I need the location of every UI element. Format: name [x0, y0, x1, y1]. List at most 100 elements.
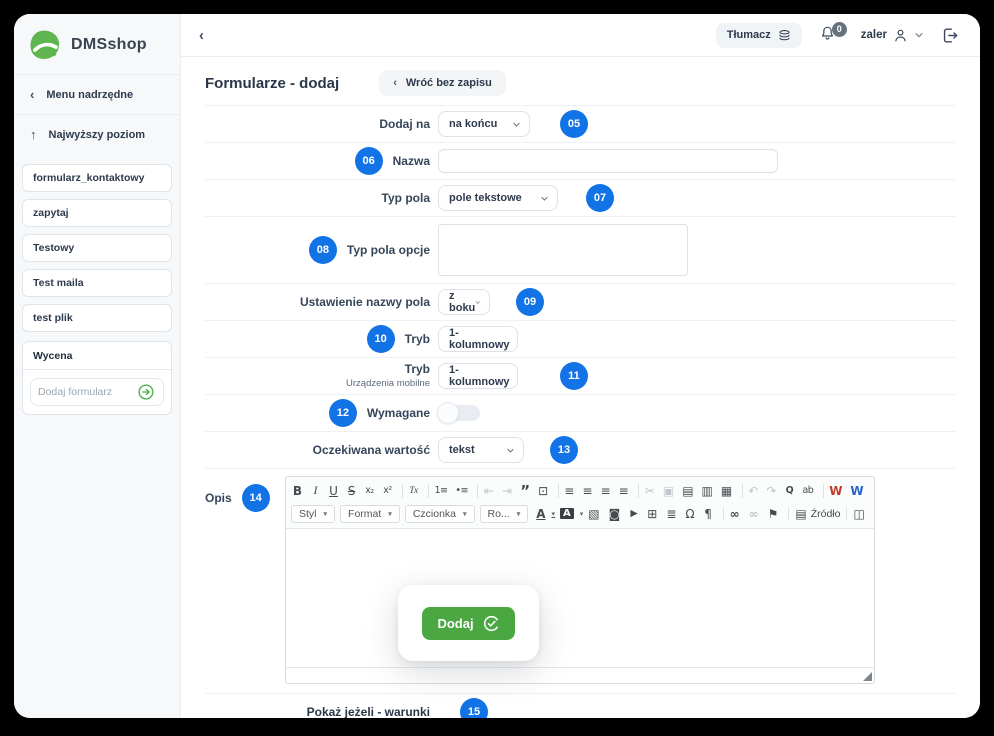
row-dodaj-na: Dodaj na na końcu 05 — [205, 106, 956, 143]
numbered-list-icon[interactable]: 1≡ — [434, 485, 448, 496]
italic-icon[interactable]: I — [313, 483, 318, 497]
add-form-input[interactable] — [38, 386, 134, 398]
oczekiwana-wartosc-select[interactable]: tekst — [438, 437, 524, 463]
superscript-icon[interactable]: x² — [383, 485, 392, 496]
bg-color-icon[interactable]: A — [558, 505, 585, 523]
paste-text-icon[interactable]: ▥ — [701, 483, 713, 498]
toolbar-separator — [402, 483, 403, 498]
tryb-select[interactable]: 1-kolumnowy — [438, 326, 518, 352]
paste-icon[interactable]: ▤ — [682, 483, 694, 498]
resize-handle[interactable] — [863, 672, 872, 681]
step-badge-12: 12 — [328, 399, 357, 427]
step-badge-14: 14 — [241, 484, 270, 512]
sidebar-item-parent-menu[interactable]: ‹ Menu nadrzędne — [14, 75, 180, 114]
sidebar-form-item[interactable]: test plik — [22, 304, 172, 332]
step-badge-13: 13 — [550, 436, 578, 464]
bulleted-list-icon[interactable]: •≡ — [455, 485, 468, 496]
app-window: DMSshop ‹ Menu nadrzędne ↑ Najwyższy poz… — [14, 14, 980, 718]
paste-word-icon[interactable]: ▦ — [720, 483, 733, 498]
anchor-icon[interactable]: ⚑ — [767, 506, 779, 521]
back-icon[interactable]: ‹ — [199, 26, 204, 44]
indent-icon: ⇥ — [502, 483, 513, 498]
typ-pola-select[interactable]: pole tekstowe — [438, 185, 558, 211]
dodaj-na-select[interactable]: na końcu — [438, 111, 530, 137]
search-icon[interactable]: Q — [785, 485, 794, 496]
redo-icon: ↷ — [766, 483, 777, 498]
style-dropdown[interactable]: Styl ▾ — [291, 504, 336, 523]
editor-content-area[interactable] — [286, 529, 874, 667]
step-badge-07: 07 — [586, 184, 614, 212]
submit-arrow-icon[interactable] — [138, 384, 154, 400]
sidebar-form-item[interactable]: Test maila — [22, 269, 172, 297]
form-group-wycena: Wycena — [22, 341, 172, 415]
w-red-icon[interactable]: W — [829, 483, 843, 498]
underline-icon[interactable]: U — [329, 483, 338, 498]
notifications-button[interactable]: 0 — [819, 21, 847, 47]
user-icon — [895, 29, 906, 41]
sidebar-form-item[interactable]: zapytaj — [22, 199, 172, 227]
special-char-icon[interactable]: Ω — [685, 506, 695, 521]
align-center-icon[interactable]: ≡ — [582, 483, 593, 498]
subscript-icon[interactable]: x₂ — [365, 485, 374, 496]
page-header: Formularze - dodaj ‹ Wróć bez zapisu — [181, 57, 980, 105]
field-label: Typ pola — [381, 191, 430, 205]
popup-submit-button[interactable]: Dodaj — [422, 606, 515, 640]
cut-icon: ✂ — [644, 483, 655, 498]
logout-icon[interactable] — [941, 26, 960, 45]
translator-button[interactable]: Tłumacz — [715, 22, 802, 48]
w-blue-icon[interactable]: W — [850, 483, 864, 498]
select-value: tekst — [449, 444, 475, 456]
align-left-icon[interactable]: ≡ — [564, 483, 575, 498]
page-break-icon[interactable]: ¶ — [704, 506, 712, 521]
form-group-title[interactable]: Wycena — [23, 342, 171, 370]
ustawienie-nazwy-pola-select[interactable]: z boku — [438, 289, 490, 315]
main-area: ‹ Tłumacz 0 zaler — [181, 14, 980, 718]
blockquote-icon[interactable]: ” — [520, 481, 531, 500]
field-sublabel: Urządzenia mobilne — [346, 377, 430, 389]
flash-icon[interactable]: ◙ — [608, 506, 621, 521]
source-button[interactable]: ▤ Źródło — [795, 506, 841, 521]
replace-icon[interactable]: ab — [802, 485, 814, 496]
unlink-icon: ∞ — [748, 506, 759, 521]
row-opis: Opis 14 B I U — [205, 469, 956, 694]
user-menu[interactable]: zaler — [861, 27, 924, 44]
remove-format-icon[interactable]: Tx — [409, 485, 418, 496]
image-icon[interactable]: ▧ — [588, 506, 600, 521]
toolbar-separator — [638, 483, 640, 498]
horizontal-rule-icon[interactable]: ≣ — [666, 506, 677, 521]
toolbar-separator — [788, 506, 790, 521]
sidebar-form-item[interactable]: Testowy — [22, 234, 172, 262]
editor-toolbar: B I U S x₂ x² — [286, 477, 874, 529]
nazwa-input[interactable] — [438, 149, 778, 173]
field-label: Nazwa — [392, 154, 430, 168]
book-icon[interactable]: ◫ — [853, 506, 865, 521]
typ-pola-opcje-textarea[interactable] — [438, 224, 688, 276]
size-dropdown[interactable]: Ro... ▾ — [479, 504, 529, 523]
editor-status-bar — [286, 667, 874, 683]
align-justify-icon[interactable]: ≡ — [618, 483, 629, 498]
return-without-save-button[interactable]: ‹ Wróć bez zapisu — [379, 70, 506, 96]
rich-text-editor: B I U S x₂ x² — [285, 476, 875, 684]
link-icon[interactable]: ∞ — [729, 506, 740, 521]
table-icon[interactable]: ⊞ — [647, 506, 658, 521]
tryb-mobilne-select[interactable]: 1-kolumnowy — [438, 363, 518, 389]
chevron-down-icon — [541, 196, 548, 201]
strikethrough-icon[interactable]: S — [347, 483, 356, 498]
select-value: pole tekstowe — [449, 192, 522, 204]
field-label: Pokaż jeżeli - warunki — [306, 705, 430, 718]
video-icon[interactable]: ▶ — [630, 508, 638, 519]
row-tryb: 10 Tryb 1-kolumnowy — [205, 321, 956, 358]
text-color-icon[interactable]: A — [534, 505, 557, 523]
bold-icon[interactable]: B — [292, 483, 303, 498]
row-typ-pola: Typ pola pole tekstowe 07 — [205, 180, 956, 217]
font-dropdown[interactable]: Czcionka ▾ — [404, 504, 475, 523]
div-container-icon[interactable]: ⊡ — [538, 483, 549, 498]
select-value: na końcu — [449, 118, 498, 130]
arrow-up-icon: ↑ — [30, 127, 37, 142]
format-dropdown[interactable]: Format ▾ — [340, 504, 400, 523]
align-right-icon[interactable]: ≡ — [600, 483, 611, 498]
wymagane-toggle[interactable] — [437, 402, 480, 424]
sidebar-form-item[interactable]: formularz_kontaktowy — [22, 164, 172, 192]
sidebar-item-top-level[interactable]: ↑ Najwyższy poziom — [14, 115, 180, 154]
sidebar-item-label: Najwyższy poziom — [48, 128, 146, 141]
